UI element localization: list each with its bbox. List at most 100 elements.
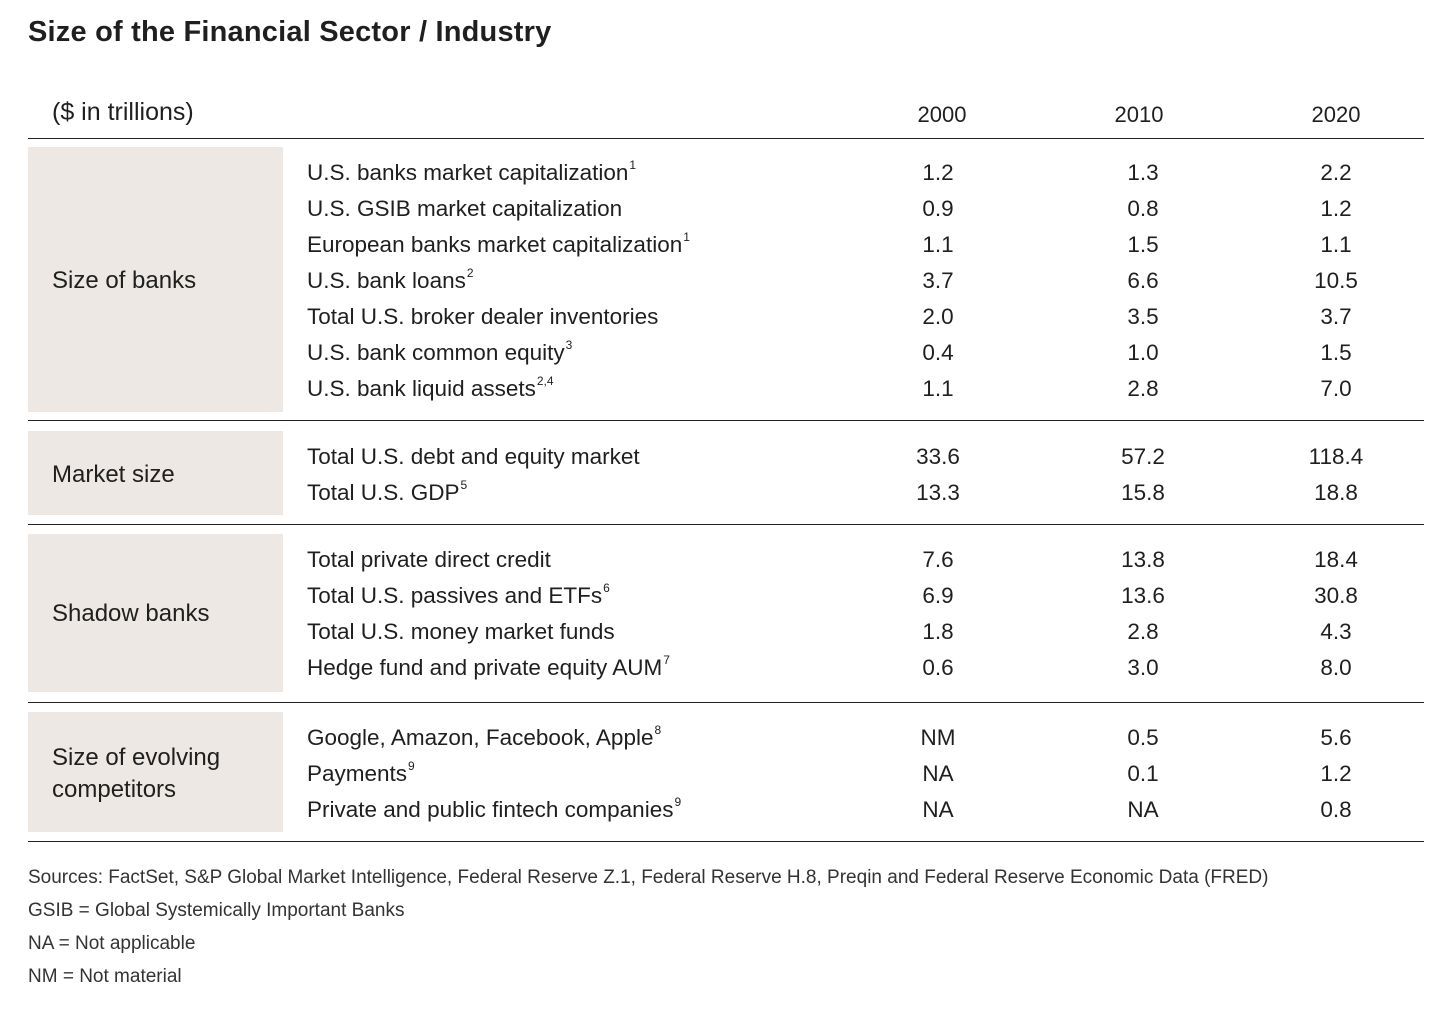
row-label: Total U.S. GDP5 [307, 477, 468, 506]
value-2000: 0.6 [922, 655, 954, 680]
footnote-marker: 3 [565, 337, 573, 352]
row-label: European banks market capitalization1 [307, 229, 690, 258]
row-label: Private and public fintech companies9 [307, 794, 682, 823]
value-2000: 1.1 [922, 376, 954, 401]
value-2000: 6.9 [922, 583, 954, 608]
value-2010: 0.5 [1127, 725, 1159, 750]
group-label: Shadow banks [52, 600, 210, 627]
value-2020: 0.8 [1320, 797, 1352, 822]
row-label: Total private direct credit [307, 547, 551, 572]
table-row: U.S. bank liquid assets2,4 1.1 2.8 7.0 [28, 371, 1424, 407]
table-row: U.S. banks market capitalization1 1.2 1.… [28, 155, 1424, 191]
value-2020: 4.3 [1320, 619, 1352, 644]
value-2010: NA [1127, 797, 1159, 822]
footnote-marker: 2,4 [536, 373, 554, 388]
value-2010: 13.8 [1121, 547, 1165, 572]
row-label: Total U.S. passives and ETFs6 [307, 580, 610, 609]
group-cell: Size of banks [28, 147, 283, 412]
section-shadow-banks: Shadow banks Total private direct credit… [28, 534, 1424, 703]
value-2000: 1.8 [922, 619, 954, 644]
value-2010: 57.2 [1121, 444, 1165, 469]
value-2020: 8.0 [1320, 655, 1352, 680]
column-header-2010: 2010 [1114, 102, 1164, 127]
table-row: Total U.S. broker dealer inventories 2.0… [28, 299, 1424, 335]
footnote-marker: 9 [674, 794, 682, 809]
table-row: Private and public fintech companies9 NA… [28, 792, 1424, 828]
value-2000: 1.2 [922, 160, 954, 185]
value-2020: 2.2 [1320, 160, 1352, 185]
row-label: Total U.S. broker dealer inventories [307, 304, 659, 329]
value-2020: 118.4 [1308, 444, 1364, 469]
group-label: Size of banks [52, 267, 197, 294]
section-evolving-competitors: Size of evolving competitors Google, Ama… [28, 712, 1424, 842]
table-row: Total private direct credit 7.6 13.8 18.… [28, 542, 1424, 578]
value-2020: 1.2 [1320, 196, 1352, 221]
value-2020: 1.2 [1320, 761, 1352, 786]
value-2010: 1.3 [1127, 160, 1159, 185]
value-2010: 15.8 [1121, 480, 1165, 505]
value-2020: 5.6 [1320, 725, 1352, 750]
table-row: Total U.S. money market funds 1.8 2.8 4.… [28, 614, 1424, 650]
sources-note: Sources: FactSet, S&P Global Market Inte… [28, 867, 1269, 888]
row-label: U.S. banks market capitalization1 [307, 157, 637, 186]
group-label: Size of evolving competitors [52, 744, 221, 803]
value-2010: 0.1 [1127, 761, 1159, 786]
row-label: Total U.S. money market funds [307, 619, 615, 644]
group-label: Market size [52, 461, 175, 488]
value-2010: 6.6 [1127, 268, 1159, 293]
column-header-2020: 2020 [1311, 102, 1361, 127]
value-2010: 1.5 [1127, 232, 1159, 257]
section-divider [28, 524, 1424, 525]
unit-label: ($ in trillions) [52, 98, 194, 126]
value-2020: 1.1 [1320, 232, 1352, 257]
value-2020: 7.0 [1320, 376, 1352, 401]
row-label: Google, Amazon, Facebook, Apple8 [307, 722, 662, 751]
group-cell: Shadow banks [28, 534, 283, 692]
row-label: Hedge fund and private equity AUM7 [307, 652, 670, 681]
section-divider [28, 702, 1424, 703]
value-2020: 18.4 [1314, 547, 1358, 572]
value-2010: 2.8 [1127, 619, 1159, 644]
value-2000: 2.0 [922, 304, 954, 329]
value-2000: NM [920, 725, 956, 750]
footnotes: Sources: FactSet, S&P Global Market Inte… [28, 864, 1268, 996]
table-row: Payments9 NA 0.1 1.2 [28, 756, 1424, 792]
value-2000: 7.6 [922, 547, 954, 572]
value-2010: 3.5 [1127, 304, 1159, 329]
table-header: ($ in trillions) 2000 2010 2020 [28, 96, 1424, 139]
table-row: U.S. bank loans2 3.7 6.6 10.5 [28, 263, 1424, 299]
row-label: U.S. bank liquid assets2,4 [307, 373, 554, 402]
section-size-of-banks: Size of banks U.S. banks market capitali… [28, 147, 1424, 421]
group-cell: Market size [28, 431, 283, 515]
value-2010: 0.8 [1127, 196, 1159, 221]
value-2010: 1.0 [1127, 340, 1159, 365]
value-2020: 18.8 [1314, 480, 1358, 505]
footnote-marker: 9 [408, 758, 415, 773]
section-divider [28, 420, 1424, 421]
row-label: U.S. bank common equity3 [307, 337, 573, 366]
row-label: U.S. GSIB market capitalization [307, 196, 623, 221]
column-header-2000: 2000 [917, 102, 967, 127]
footnote-marker: 8 [654, 722, 662, 737]
row-label: U.S. bank loans2 [307, 265, 474, 294]
na-note: NA = Not applicable [28, 933, 196, 954]
value-2020: 10.5 [1314, 268, 1358, 293]
value-2000: NA [922, 761, 954, 786]
page-title: Size of the Financial Sector / Industry [28, 16, 552, 48]
table-row: Total U.S. GDP5 13.3 15.8 18.8 [28, 475, 1424, 511]
value-2010: 13.6 [1121, 583, 1165, 608]
footnote-marker: 2 [466, 265, 474, 280]
value-2000: 3.7 [922, 268, 954, 293]
value-2010: 3.0 [1127, 655, 1159, 680]
table-row: Google, Amazon, Facebook, Apple8 NM 0.5 … [28, 720, 1424, 756]
value-2000: 13.3 [916, 480, 960, 505]
table-row: European banks market capitalization1 1.… [28, 227, 1424, 263]
footnote-marker: 7 [663, 652, 670, 667]
footnote-marker: 5 [460, 477, 468, 492]
row-label: Payments9 [307, 758, 415, 787]
table-row: Total U.S. passives and ETFs6 6.9 13.6 3… [28, 578, 1424, 614]
value-2010: 2.8 [1127, 376, 1159, 401]
footnote-marker: 6 [603, 580, 610, 595]
value-2000: 0.9 [922, 196, 954, 221]
table-row: Hedge fund and private equity AUM7 0.6 3… [28, 650, 1424, 686]
